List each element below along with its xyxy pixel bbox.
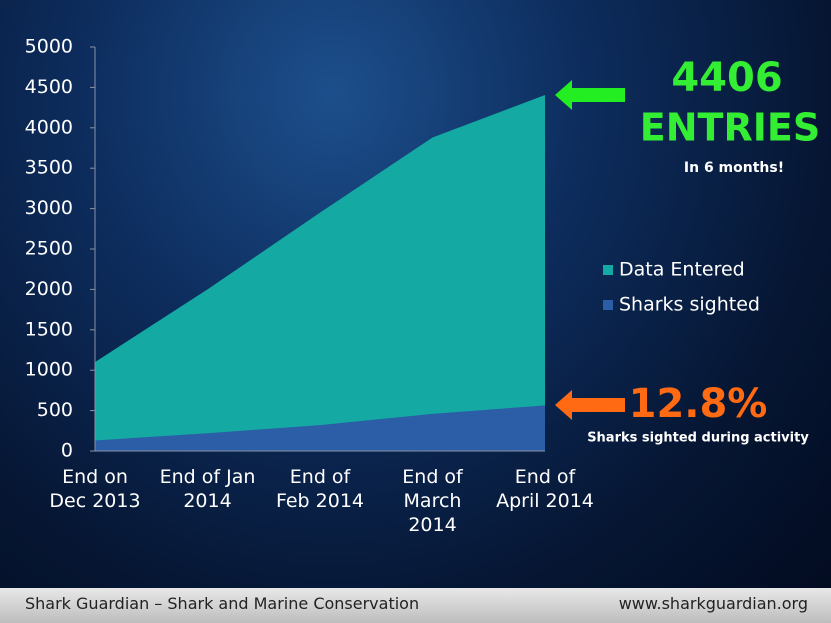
annotation: In 6 months! [684,160,784,176]
legend-label: Sharks sighted [619,294,760,316]
y-tick-label: 5000 [25,36,73,58]
legend-swatch [603,265,613,275]
annotation: 4406 [671,55,782,101]
area [95,94,545,451]
annotation: 12.8% [629,381,768,427]
orange-arrow [555,390,625,420]
footer: Shark Guardian – Shark and Marine Conser… [0,588,831,623]
x-tick-label: End of March 2014 [402,466,463,536]
annotation: Sharks sighted during activity [587,431,809,446]
annotation: ENTRIES [640,106,820,150]
y-tick-label: 4500 [25,76,73,98]
y-tick-label: 2500 [25,238,73,260]
area [95,405,545,451]
legend-label: Data Entered [619,259,745,281]
y-tick-label: 3000 [25,197,73,219]
x-tick-label: End of Jan 2014 [159,466,256,512]
y-tick-label: 4000 [25,116,73,138]
footer-left: Shark Guardian – Shark and Marine Conser… [25,594,420,613]
x-tick-label: End of April 2014 [496,466,594,512]
y-tick-label: 0 [61,440,73,462]
y-tick-label: 500 [37,399,73,421]
y-tick-label: 3500 [25,157,73,179]
y-tick-label: 1500 [25,318,73,340]
green-arrow [555,80,625,110]
chart: 0 500 1000 1500 2000 2500 3000 3500 4000 4500 5000… [25,36,821,462]
y-tick-label: 1000 [25,359,73,381]
x-tick-label: End on Dec 2013 [49,466,141,512]
legend-swatch [603,300,613,310]
x-tick-label: End of Feb 2014 [275,466,365,512]
plot: 0 500 1000 1500 2000 2500 3000 3500 4000 4500 5000 [25,36,545,462]
y-tick-label: 2000 [25,278,73,300]
footer-right: www.sharkguardian.org [618,594,808,613]
